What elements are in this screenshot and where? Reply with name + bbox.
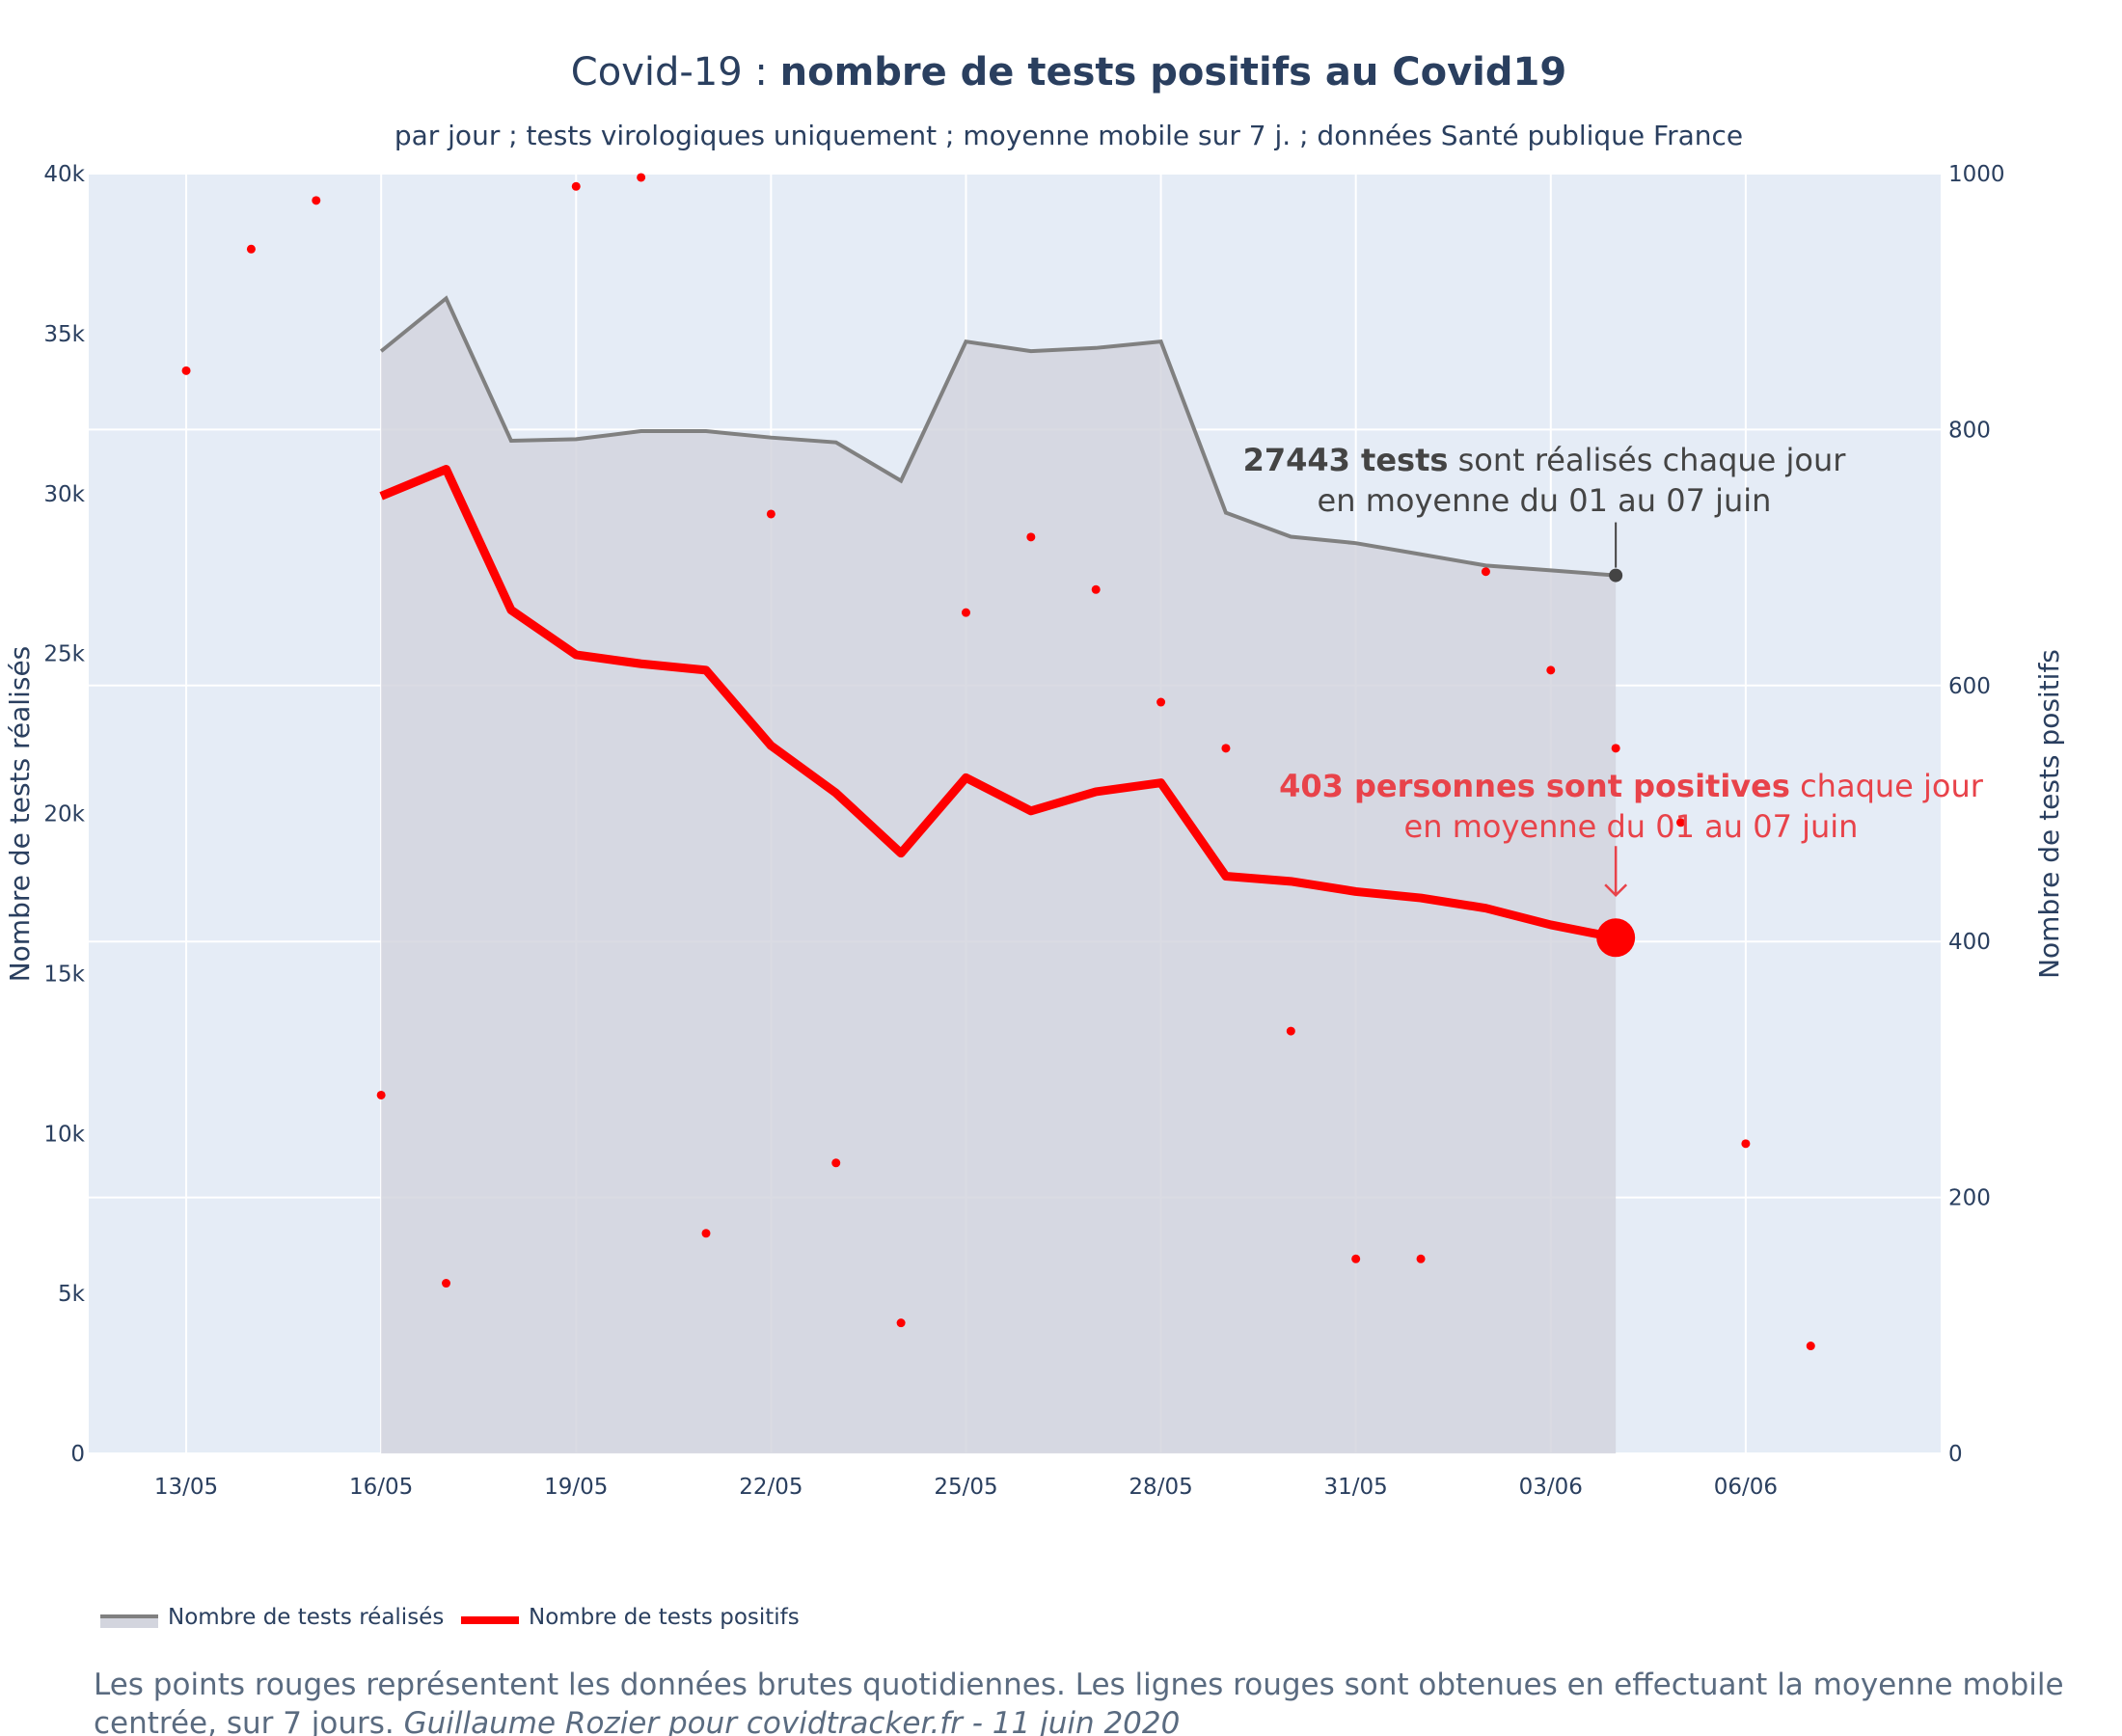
y-left-tick-label: 25k <box>43 642 85 667</box>
footnote-plain: centrée, sur 7 jours. <box>94 1706 404 1736</box>
y-right-tick-label: 800 <box>1948 418 1991 443</box>
x-tick-label: 31/05 <box>1324 1475 1388 1500</box>
tests-annotation: 27443 tests sont réalisés chaque jour en… <box>1243 442 1847 583</box>
raw-data-point <box>896 1318 906 1328</box>
raw-data-point <box>1741 1139 1751 1149</box>
footnote-line1: Les points rouges représentent les donné… <box>94 1668 2064 1702</box>
x-tick-label: 19/05 <box>544 1475 608 1500</box>
tests-area-fill <box>381 298 1617 1453</box>
y-right-axis-title: Nombre de tests positifs <box>2033 649 2065 979</box>
x-tick-label: 28/05 <box>1129 1475 1192 1500</box>
y-right-tick-label: 200 <box>1948 1186 1991 1211</box>
chart-title-light: Covid-19 : <box>571 50 780 95</box>
legend-swatch-tests <box>100 1616 158 1628</box>
y-right-axis-ticks: 0 200 400 600 800 1000 <box>1948 162 2005 1467</box>
raw-data-point <box>571 181 581 191</box>
tests-annotation-line2: en moyenne du 01 au 07 juin <box>1318 482 1772 519</box>
chart-title-bold: nombre de tests positifs au Covid19 <box>780 50 1567 95</box>
chart-subtitle: par jour ; tests virologiques uniquement… <box>394 120 1743 151</box>
raw-data-point <box>1091 584 1101 594</box>
footnote-line2: centrée, sur 7 jours. Guillaume Rozier p… <box>94 1706 1180 1736</box>
positives-annotation-marker <box>1596 918 1636 958</box>
raw-data-point <box>1611 744 1620 753</box>
y-left-tick-label: 5k <box>58 1282 86 1307</box>
y-right-tick-label: 1000 <box>1948 162 2005 187</box>
y-left-tick-label: 10k <box>43 1122 85 1147</box>
positives-annotation-line2: en moyenne du 01 au 07 juin <box>1404 808 1859 845</box>
raw-data-point <box>637 173 646 182</box>
raw-data-point <box>1156 697 1166 707</box>
raw-data-point <box>312 196 321 205</box>
raw-data-point <box>701 1229 711 1238</box>
x-tick-label: 22/05 <box>739 1475 803 1500</box>
raw-data-point <box>1026 532 1036 542</box>
positives-annotation: 403 personnes sont positives chaque jour… <box>1279 768 1984 958</box>
tests-area-layer <box>379 295 1617 1453</box>
positives-line-layer <box>379 465 1618 942</box>
y-left-tick-label: 20k <box>43 802 85 827</box>
x-tick-label: 13/05 <box>154 1475 218 1500</box>
x-tick-label: 16/05 <box>349 1475 413 1500</box>
x-tick-label: 25/05 <box>934 1475 997 1500</box>
raw-data-point <box>1351 1254 1361 1263</box>
raw-data-point <box>1221 744 1231 753</box>
raw-data-point <box>1546 665 1556 675</box>
raw-data-point <box>181 366 191 375</box>
raw-data-point <box>1286 1026 1295 1036</box>
tests-annotation-line1: 27443 tests sont réalisés chaque jour <box>1243 442 1847 478</box>
raw-data-point <box>442 1279 451 1288</box>
y-left-tick-label: 15k <box>43 962 85 987</box>
tests-annotation-text1: sont réalisés chaque jour <box>1448 442 1846 478</box>
positives-annotation-text1: chaque jour <box>1790 768 1984 804</box>
raw-data-point <box>1416 1254 1426 1263</box>
raw-data-point <box>766 509 775 519</box>
x-tick-label: 06/06 <box>1714 1475 1778 1500</box>
positives-annotation-arrow <box>1604 846 1628 897</box>
y-right-tick-label: 400 <box>1948 930 1991 955</box>
y-left-axis-ticks: 0 5k 10k 15k 20k 25k 30k 35k 40k <box>43 162 85 1467</box>
legend: Nombre de tests réalisés Nombre de tests… <box>100 1605 800 1630</box>
raw-data-point <box>376 1090 386 1099</box>
legend-label-positives: Nombre de tests positifs <box>529 1605 800 1630</box>
y-right-tick-label: 0 <box>1948 1442 1963 1467</box>
raw-data-point <box>246 244 256 254</box>
x-axis-ticks: 13/05 16/05 19/05 22/05 25/05 28/05 31/05 03/06… <box>154 1475 1778 1500</box>
y-left-tick-label: 40k <box>43 162 85 187</box>
x-tick-label: 03/06 <box>1519 1475 1583 1500</box>
raw-data-point <box>1806 1342 1815 1351</box>
positives-annotation-bold: 403 personnes sont positives <box>1279 768 1790 804</box>
y-left-tick-label: 30k <box>43 482 85 507</box>
positives-line <box>379 465 1618 942</box>
legend-label-tests: Nombre de tests réalisés <box>168 1605 444 1630</box>
raw-data-point <box>831 1158 841 1168</box>
legend-item-positives[interactable]: Nombre de tests positifs <box>461 1605 800 1630</box>
tests-annotation-bold: 27443 tests <box>1243 442 1449 478</box>
tests-annotation-marker <box>1609 568 1623 583</box>
y-left-tick-label: 35k <box>43 322 85 347</box>
raw-data-point <box>1481 567 1490 577</box>
y-right-tick-label: 600 <box>1948 674 1991 699</box>
y-left-axis-title: Nombre de tests réalisés <box>4 646 36 983</box>
legend-item-tests[interactable]: Nombre de tests réalisés <box>100 1605 444 1630</box>
y-left-tick-label: 0 <box>70 1442 85 1467</box>
tests-line <box>379 295 1617 578</box>
footnote-credit: Guillaume Rozier pour covidtracker.fr - … <box>404 1706 1181 1736</box>
positives-annotation-line1: 403 personnes sont positives chaque jour <box>1279 768 1984 804</box>
raw-data-point <box>1676 818 1686 827</box>
raw-points-layer <box>181 173 1815 1351</box>
raw-data-point <box>961 608 970 617</box>
chart-title: Covid-19 : nombre de tests positifs au C… <box>571 50 1566 95</box>
